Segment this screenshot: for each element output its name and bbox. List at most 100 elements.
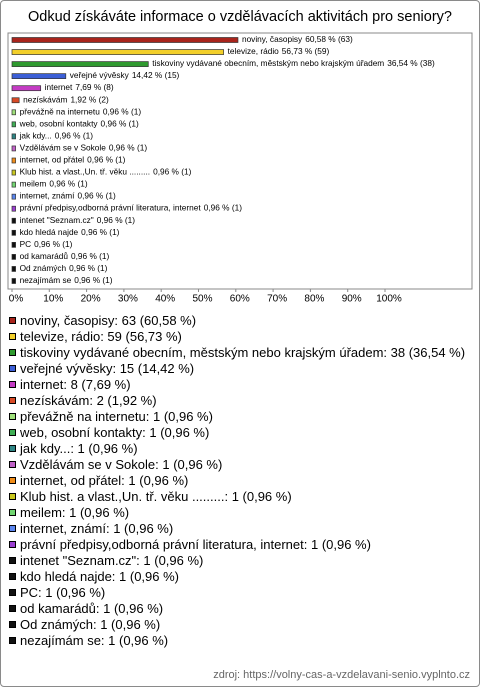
legend-swatch bbox=[9, 605, 16, 612]
legend-label: Klub hist. a vlast.,Un. tř. věku .......… bbox=[20, 489, 292, 504]
bar bbox=[11, 266, 16, 272]
bar bbox=[11, 133, 16, 140]
value-label: 1,92 % (2) bbox=[70, 94, 109, 104]
legend-swatch bbox=[9, 637, 16, 644]
bar-label: jak kdy... 0,96 % (1) bbox=[19, 131, 94, 141]
legend-label: od kamarádů: 1 (0,96 %) bbox=[20, 601, 164, 616]
legend-item: jak kdy...: 1 (0,96 %) bbox=[8, 442, 470, 456]
bar bbox=[11, 205, 16, 212]
legend-swatch bbox=[9, 621, 16, 628]
value-label: 0,96 % (1) bbox=[101, 119, 140, 129]
legend-label: televize, rádio: 59 (56,73 %) bbox=[20, 329, 182, 344]
bar bbox=[11, 229, 16, 236]
legend-item: internet: 8 (7,69 %) bbox=[8, 378, 470, 392]
bar-category: právní předpisy,odborná právní literatur… bbox=[20, 203, 202, 213]
bar-category: PC bbox=[20, 239, 32, 249]
bar bbox=[11, 181, 16, 188]
legend-item: od kamarádů: 1 (0,96 %) bbox=[8, 602, 470, 616]
legend-item: meilem: 1 (0,96 %) bbox=[8, 506, 470, 520]
value-label: 0,96 % (1) bbox=[81, 227, 120, 237]
value-label: 36,54 % (38) bbox=[387, 58, 435, 68]
bar bbox=[11, 242, 16, 248]
value-label: 0,96 % (1) bbox=[97, 215, 136, 225]
legend-swatch bbox=[9, 413, 16, 420]
bar-category: intenet "Seznam.cz" bbox=[20, 215, 94, 225]
legend-swatch bbox=[9, 525, 16, 532]
legend-label: nezískávám: 2 (1,92 %) bbox=[20, 393, 157, 408]
legend-label: web, osobní kontakty: 1 (0,96 %) bbox=[20, 425, 210, 440]
legend-swatch bbox=[9, 349, 16, 356]
x-tick-label: 0% bbox=[9, 294, 24, 305]
x-tick-label: 60% bbox=[230, 294, 250, 305]
bar-label: meilem 0,96 % (1) bbox=[20, 179, 88, 189]
bar-category: internet bbox=[45, 82, 73, 92]
x-tick-label: 90% bbox=[342, 294, 362, 305]
bar-category: nezískávám bbox=[23, 94, 67, 104]
value-label: 0,96 % (1) bbox=[103, 106, 142, 116]
legend-label: nezajímám se: 1 (0,96 %) bbox=[20, 633, 169, 648]
bar bbox=[11, 49, 224, 55]
bar-category: převážně na internetu bbox=[20, 106, 101, 116]
legend-item: Vzdělávám se v Sokole: 1 (0,96 %) bbox=[8, 458, 470, 472]
bar-category: Klub hist. a vlast.,Un. tř. věku .......… bbox=[20, 167, 151, 177]
bar-label: nezískávám 1,92 % (2) bbox=[23, 94, 109, 104]
legend-swatch bbox=[9, 541, 16, 548]
bar-label: Klub hist. a vlast.,Un. tř. věku .......… bbox=[20, 167, 192, 177]
legend-item: internet, známí: 1 (0,96 %) bbox=[8, 522, 470, 536]
legend-label: internet, od přátel: 1 (0,96 %) bbox=[20, 473, 189, 488]
value-label: 14,42 % (15) bbox=[132, 70, 180, 80]
legend-swatch bbox=[9, 317, 16, 324]
bar-label: Od známých 0,96 % (1) bbox=[20, 263, 108, 273]
bar-label: veřejné vývěsky 14,42 % (15) bbox=[70, 70, 180, 80]
bar bbox=[11, 217, 16, 224]
bar-category: noviny, časopisy bbox=[242, 34, 303, 44]
bar-label: internet, známí 0,96 % (1) bbox=[20, 191, 116, 201]
legend-label: tiskoviny vydávané obecním, městským neb… bbox=[20, 345, 466, 360]
value-label: 0,96 % (1) bbox=[77, 191, 116, 201]
bar bbox=[11, 193, 16, 200]
legend-swatch bbox=[9, 589, 16, 596]
legend-label: Vzdělávám se v Sokole: 1 (0,96 %) bbox=[20, 457, 223, 472]
bar-label: televize, rádio 56,73 % (59) bbox=[228, 46, 330, 56]
bar-category: televize, rádio bbox=[228, 46, 280, 56]
bar-category: tiskoviny vydávané obecním, městským neb… bbox=[152, 58, 384, 68]
legend-swatch bbox=[9, 477, 16, 484]
legend-item: noviny, časopisy: 63 (60,58 %) bbox=[8, 314, 470, 328]
legend-swatch bbox=[9, 573, 16, 580]
x-tick-label: 20% bbox=[81, 294, 101, 305]
bar-label: internet 7,69 % (8) bbox=[45, 82, 114, 92]
legend-label: převážně na internetu: 1 (0,96 %) bbox=[20, 409, 213, 424]
bar bbox=[11, 109, 16, 116]
legend-item: právní předpisy,odborná právní literatur… bbox=[8, 538, 470, 552]
x-tick-label: 50% bbox=[192, 294, 212, 305]
value-label: 0,96 % (1) bbox=[109, 143, 148, 153]
legend-item: nezískávám: 2 (1,92 %) bbox=[8, 394, 470, 408]
legend-item: nezajímám se: 1 (0,96 %) bbox=[8, 634, 470, 648]
bar-label: intenet "Seznam.cz" 0,96 % (1) bbox=[20, 215, 136, 225]
bar-category: Vzdělávám se v Sokole bbox=[20, 143, 107, 153]
bar-category: internet, známí bbox=[20, 191, 76, 201]
bar-category: jak kdy... bbox=[19, 131, 52, 141]
bar bbox=[11, 254, 16, 260]
legend-item: intenet "Seznam.cz": 1 (0,96 %) bbox=[8, 554, 470, 568]
bar bbox=[11, 278, 16, 284]
bar-label: tiskoviny vydávané obecním, městským neb… bbox=[152, 58, 435, 68]
legend-label: meilem: 1 (0,96 %) bbox=[20, 505, 130, 520]
chart-title: Odkud získáváte informace o vzdělávacích… bbox=[28, 9, 452, 25]
bar bbox=[11, 97, 20, 104]
legend-swatch bbox=[9, 381, 16, 388]
legend-label: noviny, časopisy: 63 (60,58 %) bbox=[20, 313, 197, 328]
plot-frame bbox=[7, 32, 473, 290]
chart: 0% 10% 20% 30% 40% 50% 60% 70% 80% 90% 100% noviny,… bbox=[7, 32, 473, 305]
legend-item: Od známých: 1 (0,96 %) bbox=[8, 618, 470, 632]
value-label: 0,96 % (1) bbox=[69, 263, 108, 273]
bar-category: veřejné vývěsky bbox=[70, 70, 130, 80]
legend: noviny, časopisy: 63 (60,58 %) televize, … bbox=[8, 314, 470, 650]
value-label: 0,96 % (1) bbox=[153, 167, 192, 177]
legend-label: kdo hledá najde: 1 (0,96 %) bbox=[20, 569, 179, 584]
value-label: 0,96 % (1) bbox=[204, 203, 243, 213]
legend-item: Klub hist. a vlast.,Un. tř. věku .......… bbox=[8, 490, 470, 504]
legend-swatch bbox=[9, 365, 16, 372]
value-label: 7,69 % (8) bbox=[75, 82, 114, 92]
bar-label: PC 0,96 % (1) bbox=[20, 239, 73, 249]
